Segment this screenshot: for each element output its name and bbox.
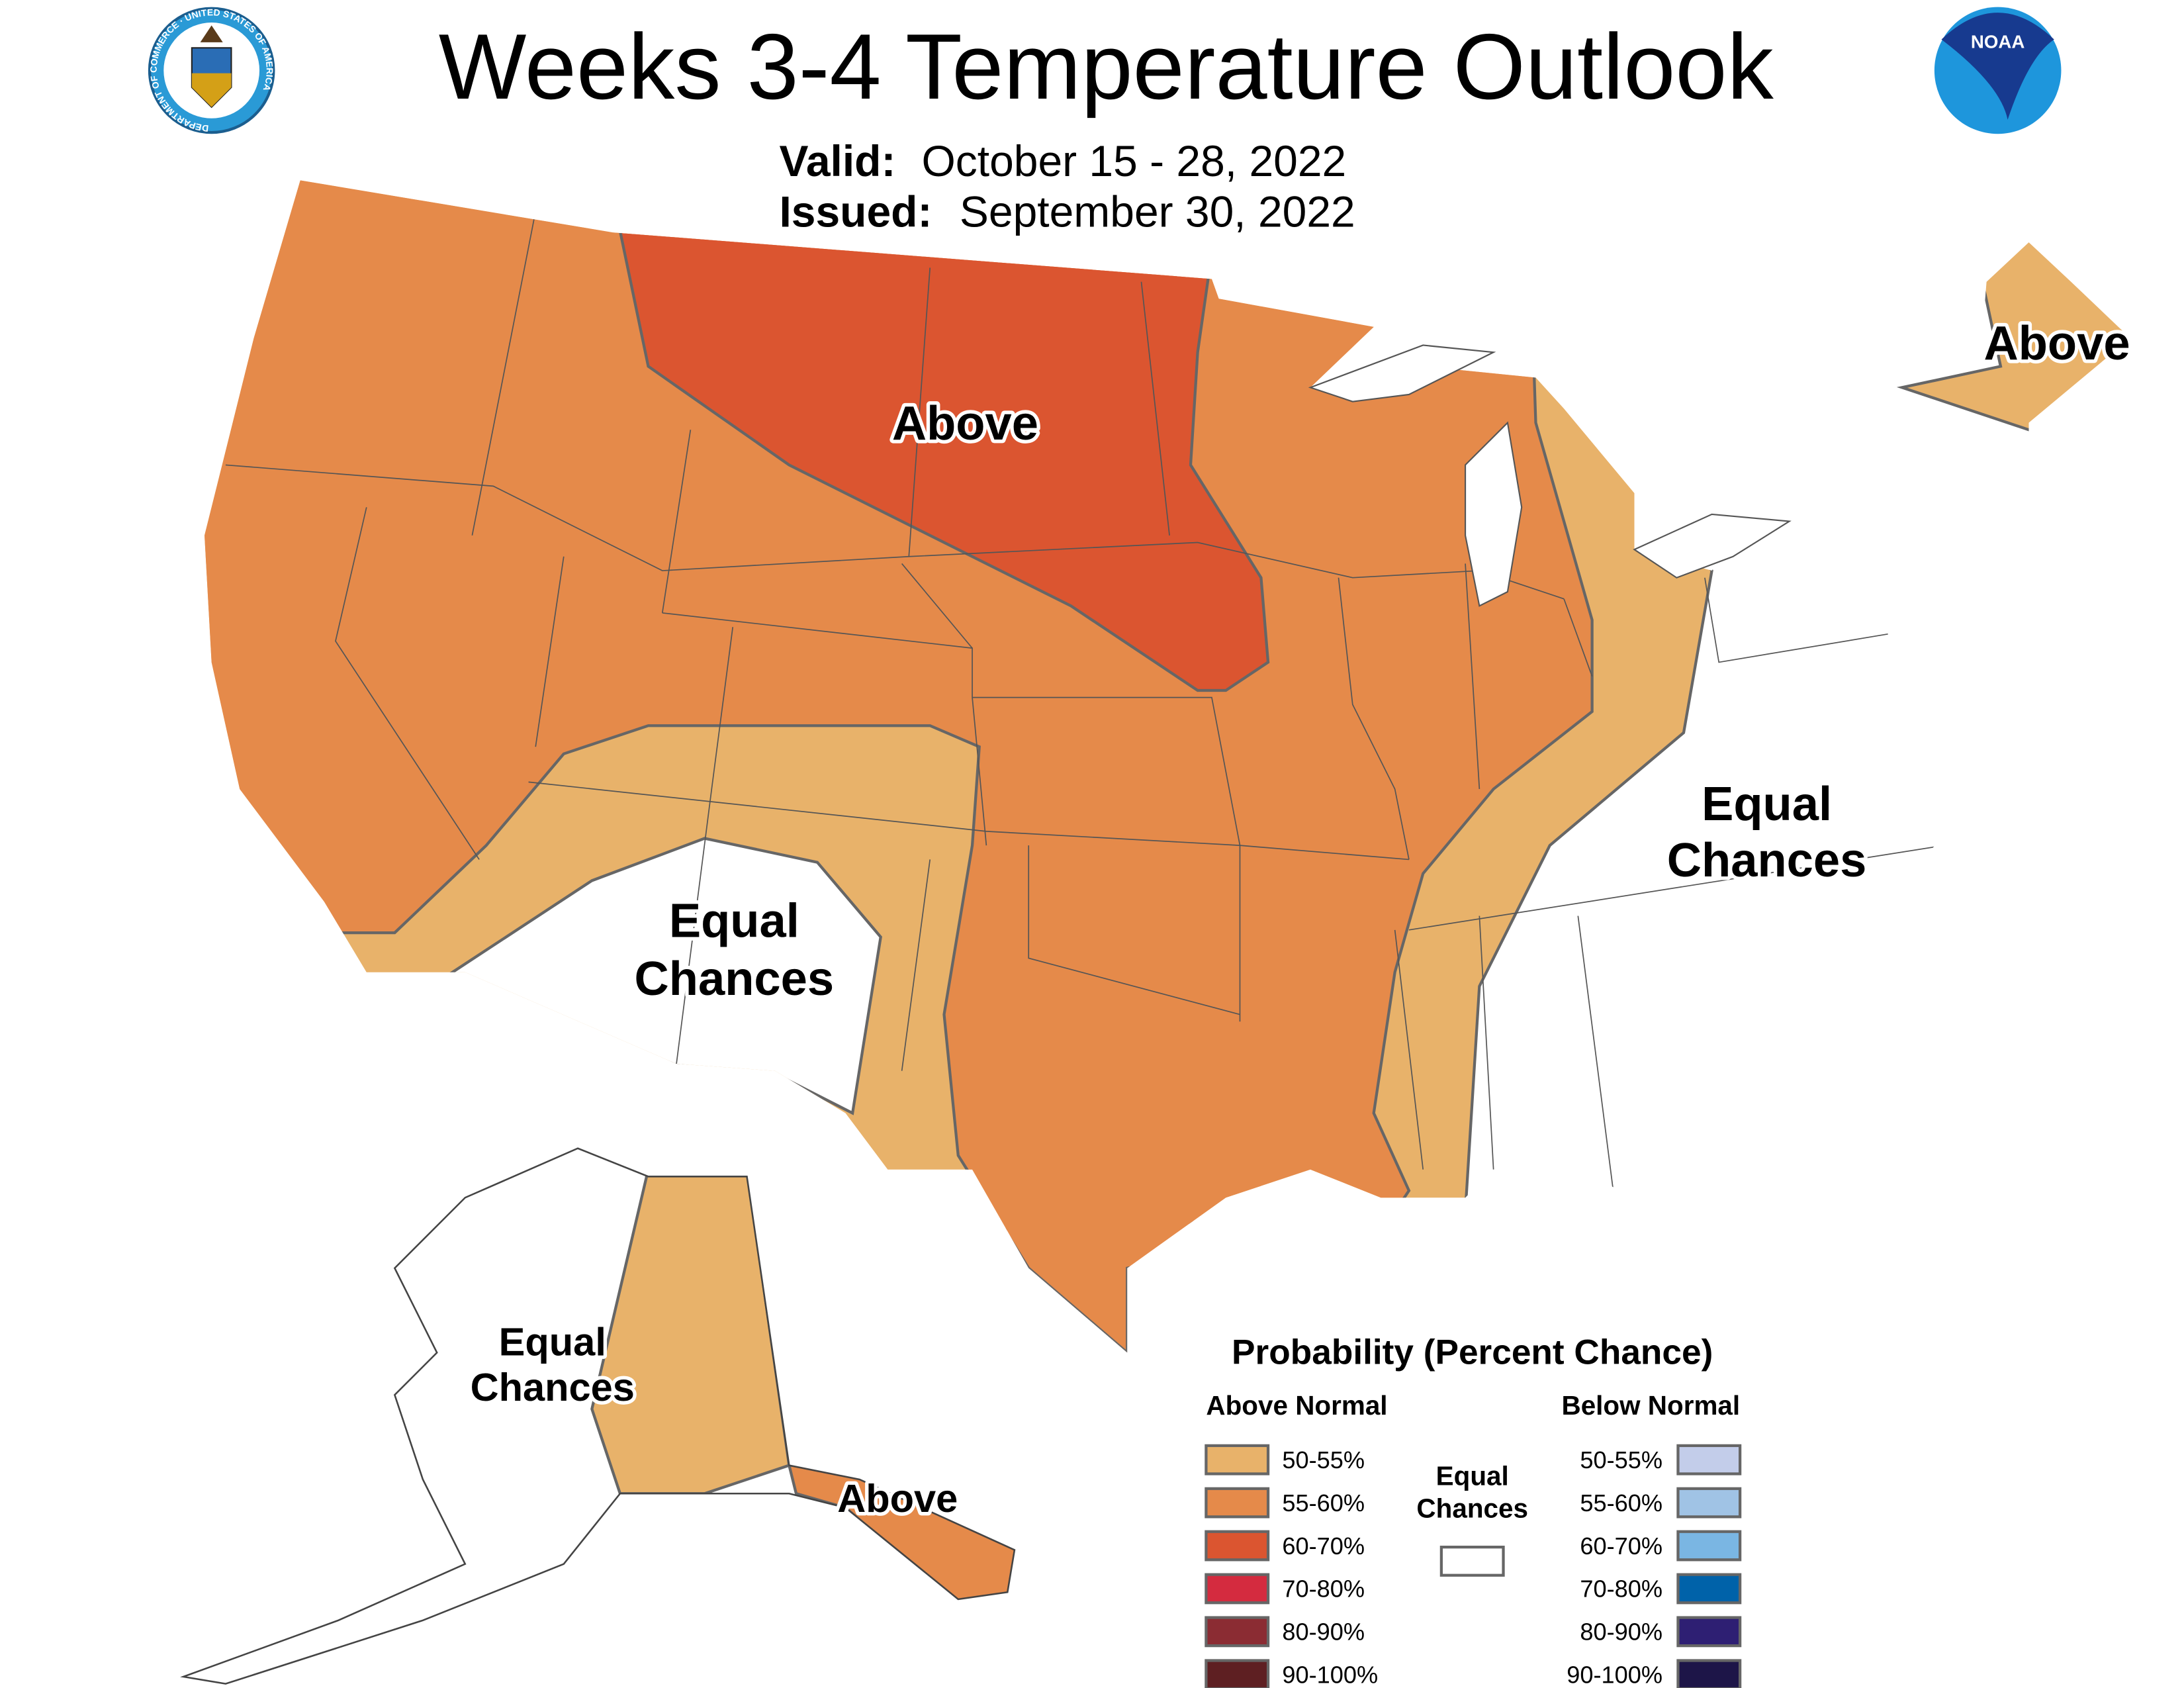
commerce-seal-logo: DEPARTMENT OF COMMERCE · UNITED STATES O… xyxy=(148,7,275,134)
legend: Probability (Percent Chance) Above Norma… xyxy=(1205,1333,1742,1688)
legend-below-label: 60-70% xyxy=(1580,1532,1662,1560)
legend-above-label: 55-60% xyxy=(1282,1489,1365,1517)
legend-below-swatch xyxy=(1676,1616,1742,1648)
label-above-maine: Above xyxy=(1983,316,2130,370)
legend-below-label: 90-100% xyxy=(1567,1662,1662,1688)
above-60-70-region xyxy=(611,195,1270,692)
legend-above-label: 80-90% xyxy=(1282,1618,1365,1646)
legend-below-swatch xyxy=(1676,1530,1742,1562)
label-equal-east-2: Chances xyxy=(1667,833,1867,887)
label-equal-east-1: Equal xyxy=(1702,777,1832,831)
legend-below-swatch xyxy=(1676,1659,1742,1688)
legend-equal-1: Equal xyxy=(1436,1460,1509,1491)
legend-below-label: 55-60% xyxy=(1580,1489,1662,1517)
page-title: Weeks 3-4 Temperature Outlook xyxy=(439,15,1774,118)
label-above-north-central: Above xyxy=(892,397,1038,450)
label-equal-alaska-2: Chances xyxy=(471,1365,635,1409)
great-lakes xyxy=(1308,344,1792,607)
label-equal-southwest-1: Equal xyxy=(669,894,799,947)
label-above-alaska-southeast: Above xyxy=(837,1476,958,1521)
legend-below-label: 80-90% xyxy=(1580,1618,1662,1646)
legend-above-label: 50-55% xyxy=(1282,1446,1365,1474)
legend-below-heading: Below Normal xyxy=(1561,1390,1740,1421)
legend-below-swatch xyxy=(1676,1487,1742,1519)
legend-above-items: 50-55% 55-60% 60-70% 70-80% 80-90% 90-100% xyxy=(1205,1444,1378,1688)
legend-equal-2: Chances xyxy=(1416,1493,1528,1523)
valid-value: October 15 - 28, 2022 xyxy=(921,136,1346,185)
legend-above-swatch xyxy=(1205,1573,1270,1605)
noaa-logo: NOAA xyxy=(1934,7,2062,134)
legend-below-items: 50-55% 55-60% 60-70% 70-80% 80-90% 90-100% xyxy=(1567,1444,1742,1688)
label-equal-alaska-1: Equal xyxy=(499,1320,606,1364)
legend-above-label: 90-100% xyxy=(1282,1662,1378,1688)
valid-label: Valid: xyxy=(779,136,895,185)
legend-above-swatch xyxy=(1205,1444,1270,1476)
legend-above-swatch xyxy=(1205,1616,1270,1648)
label-equal-southwest-2: Chances xyxy=(635,952,835,1006)
above-55-60-region xyxy=(205,180,1594,1353)
state-borders xyxy=(225,211,1944,1191)
legend-above-swatch xyxy=(1205,1530,1270,1562)
legend-above-swatch xyxy=(1205,1487,1270,1519)
legend-below-swatch xyxy=(1676,1444,1742,1476)
legend-below-swatch xyxy=(1676,1573,1742,1605)
legend-below-label: 50-55% xyxy=(1580,1446,1662,1474)
alaska-outline xyxy=(180,1147,1016,1685)
legend-above-swatch xyxy=(1205,1659,1270,1688)
noaa-logo-text: NOAA xyxy=(1971,31,2025,52)
legend-title: Probability (Percent Chance) xyxy=(1232,1333,1713,1372)
legend-above-heading: Above Normal xyxy=(1206,1390,1387,1421)
legend-below-label: 70-80% xyxy=(1580,1575,1662,1603)
legend-equal-swatch xyxy=(1439,1546,1505,1577)
issued-value: September 30, 2022 xyxy=(960,187,1355,236)
legend-above-label: 60-70% xyxy=(1282,1532,1365,1560)
legend-above-label: 70-80% xyxy=(1282,1575,1365,1603)
issued-label: Issued: xyxy=(779,187,932,236)
